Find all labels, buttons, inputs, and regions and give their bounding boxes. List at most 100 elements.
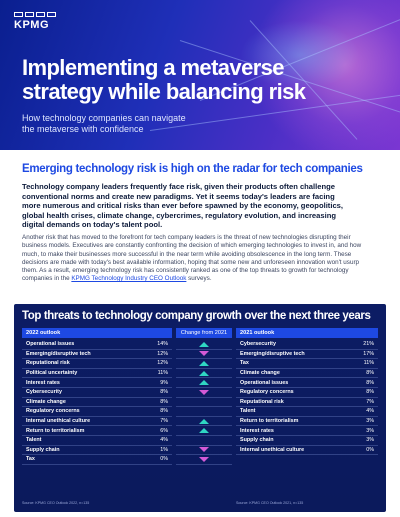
change-row	[176, 426, 232, 436]
threat-value: 12%	[157, 360, 168, 367]
arrow-up-icon	[199, 370, 209, 376]
arrow-up-icon	[199, 428, 209, 434]
threat-value: 8%	[366, 370, 374, 377]
table-row: Operational issues 8%	[236, 378, 378, 388]
logo-mark-icon	[14, 12, 56, 17]
table-row: Regulatory concerns 8%	[22, 407, 172, 417]
table-row: Internal unethical culture 0%	[236, 446, 378, 456]
lead-line: conventional norms and create new paradi…	[22, 191, 335, 201]
column-header-2021: 2021 outlook	[236, 328, 378, 338]
change-list	[176, 340, 232, 465]
page-title-line: Implementing a metaverse	[22, 55, 285, 80]
threat-label: Operational issues	[26, 341, 75, 348]
column-header-2022: 2022 outlook	[22, 328, 172, 338]
table-row: Emerging/disruptive tech 12%	[22, 350, 172, 360]
table-row: Reputational risk 7%	[236, 398, 378, 408]
change-row	[176, 398, 232, 408]
threat-label: Emerging/disruptive tech	[240, 350, 305, 357]
threat-label: Emerging/disruptive tech	[26, 350, 91, 357]
threat-label: Return to territorialism	[240, 418, 299, 425]
threat-label: Tax	[240, 360, 249, 367]
table-row: Emerging/disruptive tech 17%	[236, 350, 378, 360]
threat-value: 3%	[366, 427, 374, 434]
arrow-down-icon	[199, 447, 209, 453]
page-subtitle-line: the metaverse with confidence	[22, 124, 144, 134]
table-row: Political uncertainty 11%	[22, 369, 172, 379]
body-line: decisions are made with today's best ava…	[22, 258, 360, 266]
hero-glow	[240, 20, 360, 90]
threat-value: 8%	[366, 379, 374, 386]
threat-value: 21%	[363, 341, 374, 348]
body-text-segment: surveys.	[186, 275, 212, 283]
threat-label: Operational issues	[240, 379, 289, 386]
table-row: Interest rates 9%	[22, 378, 172, 388]
lead-paragraph: Technology company leaders frequently fa…	[22, 182, 384, 230]
threat-label: Cybersecurity	[26, 389, 62, 396]
threat-label: Supply chain	[240, 437, 274, 444]
outlook-2021-list: Cybersecurity 21% Emerging/disruptive tech…	[236, 340, 378, 456]
lead-line: global health crises, climate change, cy…	[22, 210, 336, 220]
lead-line: more numerous and critical risks than ev…	[22, 201, 343, 211]
arrow-down-icon	[199, 351, 209, 357]
table-row: Internal unethical culture 7%	[22, 417, 172, 427]
table-row: Return to territorialism 3%	[236, 417, 378, 427]
source-note-2022: Source: KPMG CEO Outlook 2022, n=135	[22, 501, 90, 505]
threat-value: 4%	[366, 408, 374, 415]
threat-label: Interest rates	[240, 427, 274, 434]
threat-value: 12%	[157, 350, 168, 357]
threats-table-panel: Top threats to technology company growth…	[14, 304, 386, 512]
body-line: companies in the KPMG Technology Industr…	[22, 275, 384, 283]
table-row: Tax 0%	[22, 455, 172, 465]
table-row: Supply chain 3%	[236, 436, 378, 446]
threat-value: 7%	[160, 418, 168, 425]
arrow-up-icon	[199, 341, 209, 347]
hero-glow	[250, 0, 400, 150]
column-header-change: Change from 2021	[176, 328, 232, 338]
threat-label: Talent	[26, 437, 42, 444]
threat-value: 8%	[160, 408, 168, 415]
threat-label: Supply chain	[26, 446, 60, 453]
change-row	[176, 388, 232, 398]
threat-value: 3%	[366, 418, 374, 425]
change-row	[176, 350, 232, 360]
page-title-line: strategy while balancing risk	[22, 79, 306, 104]
threat-label: Climate change	[26, 398, 66, 405]
threat-value: 3%	[366, 437, 374, 444]
table-row: Supply chain 1%	[22, 446, 172, 456]
ceo-outlook-link[interactable]: KPMG Technology Industry CEO Outlook	[71, 275, 187, 283]
page-subtitle-line: How technology companies can navigate	[22, 113, 186, 123]
change-row	[176, 369, 232, 379]
threat-label: Regulatory concerns	[26, 408, 80, 415]
threat-value: 6%	[160, 427, 168, 434]
table-row: Climate change 8%	[236, 369, 378, 379]
table-title: Top threats to technology company growth…	[22, 310, 371, 322]
table-row: Interest rates 3%	[236, 426, 378, 436]
body-line: much, to make their businesses more succ…	[22, 250, 352, 258]
table-row: Cybersecurity 21%	[236, 340, 378, 350]
threat-label: Cybersecurity	[240, 341, 276, 348]
kpmg-logo: KPMG	[14, 12, 56, 31]
body-line: them. As a result, emerging technology r…	[22, 267, 349, 275]
threat-label: Regulatory concerns	[240, 389, 294, 396]
table-row: Reputational risk 12%	[22, 359, 172, 369]
change-row	[176, 455, 232, 465]
threat-label: Climate change	[240, 370, 280, 377]
table-row: Regulatory concerns 8%	[236, 388, 378, 398]
lead-line: digital demands on today's talent pool.	[22, 220, 163, 230]
threat-value: 0%	[366, 446, 374, 453]
body-paragraph: Another risk that has moved to the foref…	[22, 234, 384, 284]
threat-value: 11%	[363, 360, 374, 367]
arrow-down-icon	[199, 456, 209, 462]
change-row	[176, 436, 232, 446]
outlook-2022-list: Operational issues 14% Emerging/disruptive…	[22, 340, 172, 465]
threat-label: Reputational risk	[26, 360, 70, 367]
body-line: business models. Executives are constant…	[22, 242, 362, 250]
change-row	[176, 417, 232, 427]
body-text-segment: companies in the	[22, 275, 72, 283]
threat-value: 9%	[160, 379, 168, 386]
threat-value: 8%	[366, 389, 374, 396]
threat-label: Internal unethical culture	[240, 446, 305, 453]
table-row: Talent 4%	[236, 407, 378, 417]
table-row: Cybersecurity 8%	[22, 388, 172, 398]
threat-value: 7%	[366, 398, 374, 405]
